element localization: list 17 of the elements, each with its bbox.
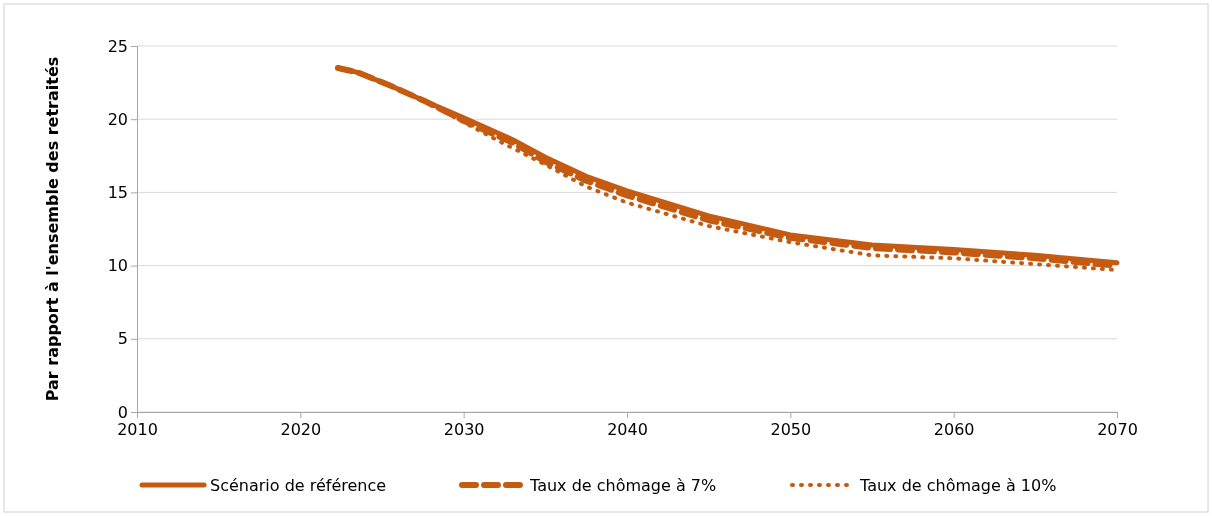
y-tick-label: 0 xyxy=(117,402,128,422)
legend-label: Scénario de référence xyxy=(210,476,387,495)
y-tick-label: 25 xyxy=(107,36,128,56)
y-tick-label: 5 xyxy=(117,329,128,349)
legend-label: Taux de chômage à 7% xyxy=(529,476,717,495)
y-tick-label: 10 xyxy=(107,256,128,276)
x-tick-label: 2010 xyxy=(117,420,158,440)
x-tick-label: 2040 xyxy=(607,420,648,440)
y-tick-label: 20 xyxy=(107,109,128,129)
x-tick-label: 2020 xyxy=(280,420,322,440)
x-tick-label: 2060 xyxy=(933,420,975,440)
x-tick-label: 2070 xyxy=(1097,420,1138,440)
x-tick-label: 2050 xyxy=(770,420,812,440)
y-axis-title: Par rapport à l'ensemble des retraités xyxy=(43,56,62,402)
y-tick-label: 15 xyxy=(107,183,128,203)
legend-label: Taux de chômage à 10% xyxy=(859,476,1057,495)
x-tick-label: 2030 xyxy=(443,420,485,440)
